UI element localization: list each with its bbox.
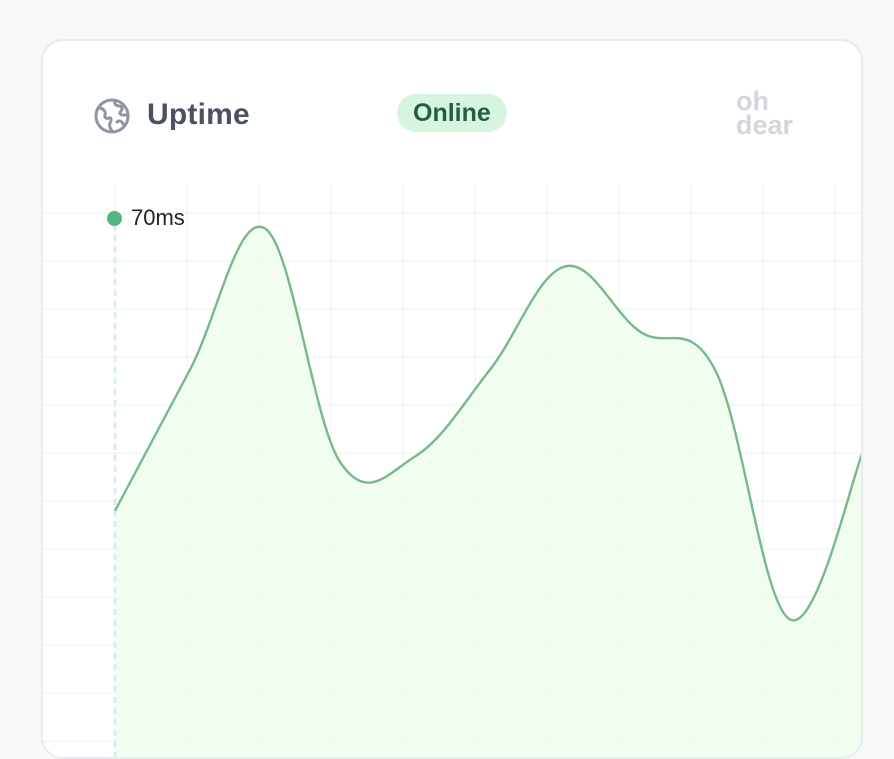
data-point <box>259 222 271 234</box>
response-time-chart[interactable] <box>43 185 863 759</box>
data-point <box>334 456 346 468</box>
globe-icon <box>94 98 130 134</box>
status-badge: Online <box>397 94 507 132</box>
data-point <box>484 364 496 376</box>
series-area-fill <box>115 226 861 757</box>
hover-marker-dot <box>107 210 122 226</box>
card-title: Uptime <box>147 98 250 131</box>
logo-text-dear: dear <box>736 110 794 140</box>
data-point <box>859 440 863 452</box>
data-point <box>634 326 646 338</box>
data-point <box>784 613 796 625</box>
logo-text-oh: oh <box>736 86 769 116</box>
series-line <box>113 225 861 622</box>
hover-readout: 70ms <box>107 205 185 231</box>
data-point <box>184 364 196 376</box>
data-point <box>709 364 721 376</box>
data-point <box>409 451 421 463</box>
oh-dear-logo: oh dear <box>736 86 826 145</box>
hover-value-label: 70ms <box>131 205 185 230</box>
uptime-card: Uptime Online oh dear 70ms <box>41 39 863 759</box>
data-point <box>559 260 571 272</box>
data-point <box>109 505 121 517</box>
